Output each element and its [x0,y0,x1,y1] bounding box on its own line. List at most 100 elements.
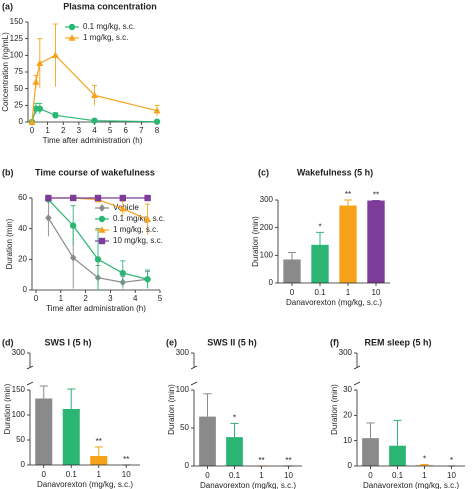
panel-label: (a) [2,1,13,11]
x-tick-label: 1 [346,288,351,297]
x-tick-label: 3 [108,294,113,303]
marker [45,214,52,222]
y-tick-label: 100 [176,385,190,394]
panel-label: (d) [2,337,14,347]
y-tick-label: 0 [185,461,190,470]
x-tick-label: 2 [61,126,66,135]
y-tick-label: 150 [12,385,26,394]
x-tick-label: 1 [422,471,427,480]
panel-label: (e) [166,337,177,347]
marker [94,256,102,263]
marker [119,205,127,212]
x-tick-label: 10 [447,471,456,480]
legend-marker [68,23,76,31]
x-tick-label: 0.1 [229,471,241,480]
y-tick-label: 75 [14,67,23,76]
marker [45,194,52,202]
annotation: ** [96,437,102,446]
bar [339,205,357,283]
legend-marker [98,226,106,233]
marker [119,194,126,202]
bar [199,416,216,466]
marker [36,105,44,112]
chart-title: Plasma concentration [63,1,157,11]
chart-title: SWS II (5 h) [207,337,257,347]
y-axis-label: Concentration (ng/mL) [1,32,10,112]
marker [94,194,102,202]
legend-label: 0.1 mg/kg, s.c. [113,214,165,223]
x-tick-label: 8 [155,126,160,135]
chart-title: Time course of wakefulness [35,167,155,177]
chart-title: REM sleep (5 h) [364,337,431,347]
x-tick-label: 0 [205,471,210,480]
legend-marker [98,204,106,212]
x-axis-label: Danavorexton (mg/kg, s.c.) [363,481,459,489]
legend-label: Vehicle [113,203,139,212]
legend-label: 10 mg/kg, s.c. [113,236,163,245]
y-tick-label: 100 [10,50,24,59]
y-tick-label: 100 [12,410,26,419]
bar [389,445,406,466]
axis-break [353,381,361,386]
bar [311,244,329,283]
axis-break [26,381,34,386]
x-tick-label: 10 [122,470,131,479]
y-tick-label: 60 [18,193,27,202]
y-tick-label: 100 [260,250,274,259]
x-axis-label: Time after administration (h) [43,136,143,145]
annotation: * [233,414,236,423]
bar [226,437,243,466]
y-tick-label: 50 [180,423,189,432]
x-axis-label: Danavorexton (mg/kg, s.c.) [286,298,382,307]
y-tick-label: 150 [10,17,24,26]
x-axis-label: Time after administration (h) [46,304,146,313]
y-tick-label: 200 [260,223,274,232]
x-tick-label: 0.1 [314,288,326,297]
x-tick-label: 4 [92,126,97,135]
series-line [31,54,158,123]
x-axis-label: Danavorexton (mg/kg, s.c.) [200,481,296,489]
y-tick-label: 0 [269,278,274,287]
panel-label: (b) [2,167,14,177]
y-tick-label: 300 [260,195,274,204]
annotation: ** [345,190,351,199]
legend-label: 1 mg/kg, s.c. [83,33,128,42]
y-tick-label: 40 [18,224,27,233]
x-tick-label: 1 [45,126,50,135]
x-tick-label: 0 [42,470,47,479]
x-tick-label: 10 [372,288,381,297]
marker [91,117,98,124]
annotation: ** [373,191,379,200]
x-tick-label: 0.1 [392,471,404,480]
legend-label: 0.1 mg/kg, s.c. [83,22,135,31]
x-tick-label: 0 [368,471,373,480]
marker [119,269,127,277]
y-tick-label: 10 [343,436,352,445]
marker [144,194,151,202]
x-tick-label: 1 [97,470,102,479]
bar [367,200,385,283]
legend-marker [68,34,76,41]
y-tick-label: 300 [12,348,26,357]
annotation: * [423,455,426,464]
axis-break [190,365,198,370]
marker [51,51,59,59]
y-tick-label: 20 [18,254,27,263]
x-tick-label: 0 [34,294,39,303]
marker [153,118,161,125]
marker [144,215,152,223]
y-axis-label: Duration (min) [330,384,339,435]
y-tick-label: 25 [14,100,23,109]
x-tick-label: 5 [158,294,163,303]
x-tick-label: 7 [139,126,144,135]
x-tick-label: 6 [124,126,129,135]
marker [52,112,59,119]
marker [70,222,77,229]
marker [28,118,36,125]
axis-break [26,365,34,370]
legend-marker [98,237,106,245]
annotation: * [318,222,321,231]
x-axis-label: Danavorexton (mg/kg, s.c.) [37,480,133,489]
annotation: ** [258,456,264,465]
